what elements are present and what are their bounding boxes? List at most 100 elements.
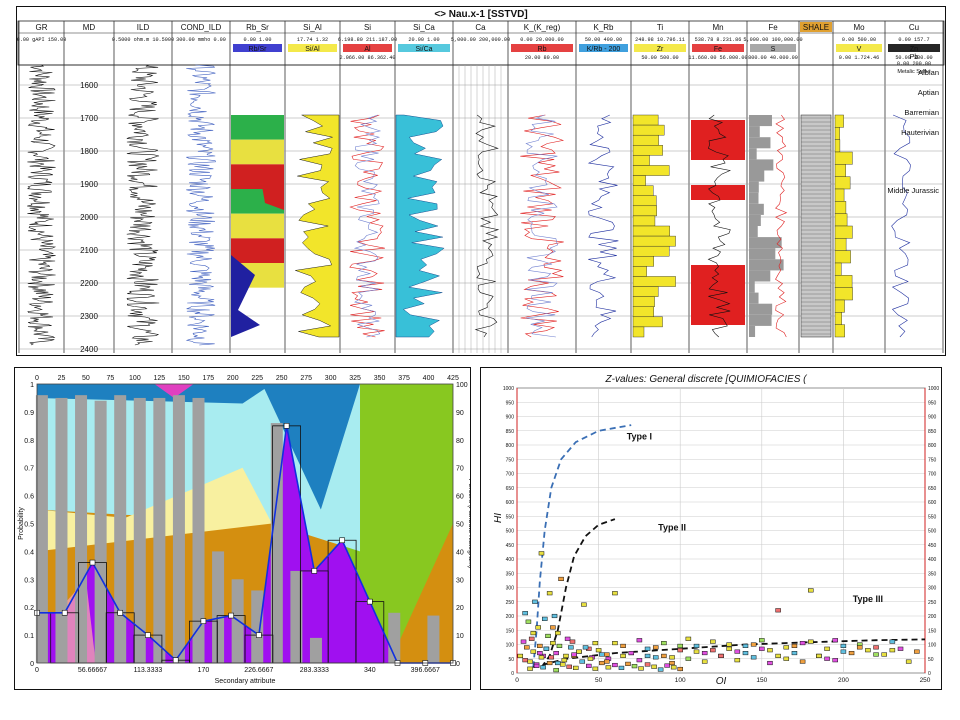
bottom-tick-label: 396.6667 bbox=[411, 667, 440, 674]
right-tick-label: 0 bbox=[456, 661, 460, 668]
scatter-y-tick-label: 200 bbox=[506, 614, 515, 620]
scatter-y2-tick-label: 150 bbox=[928, 628, 937, 634]
scatter-y-tick-label: 400 bbox=[506, 557, 515, 563]
bottom-tick-label: 226.6667 bbox=[244, 667, 273, 674]
scatter-point bbox=[620, 653, 626, 658]
mo-fill bbox=[834, 324, 845, 338]
scatter-y-tick-label: 100 bbox=[506, 643, 515, 649]
scatter-y-tick-label: 550 bbox=[506, 514, 515, 520]
fe-s-fill bbox=[749, 237, 782, 249]
top-tick-label: 25 bbox=[58, 375, 66, 382]
scatter-point bbox=[527, 666, 533, 671]
fe-s-fill bbox=[749, 137, 771, 149]
scatter-ylabel: HI bbox=[493, 513, 504, 523]
scatter-point bbox=[620, 643, 626, 648]
track-scale-11: 248.98 10.796.11 bbox=[635, 37, 685, 43]
shale-header-fill bbox=[800, 22, 832, 32]
scatter-point bbox=[604, 659, 610, 664]
track-legend-fill-11 bbox=[634, 44, 686, 52]
histogram-bar bbox=[192, 397, 205, 663]
ti-zr-step bbox=[632, 306, 654, 318]
probability-point bbox=[228, 612, 234, 619]
kerogen-type-label-1: Type II bbox=[658, 523, 686, 533]
scatter-point bbox=[537, 651, 543, 656]
s-curve bbox=[774, 114, 788, 338]
track-scale-13: 5,000.00 100,000.00 bbox=[743, 37, 802, 43]
scatter-point bbox=[664, 663, 670, 668]
fe-s-fill bbox=[749, 281, 755, 293]
histogram-bar bbox=[290, 570, 303, 663]
scatter-point bbox=[783, 645, 790, 650]
histogram-bar bbox=[133, 397, 146, 663]
scatter-point bbox=[638, 666, 644, 671]
ti-zr-step bbox=[632, 266, 647, 277]
scatter-point bbox=[865, 648, 871, 653]
si-ca-fill bbox=[395, 114, 445, 338]
scatter-point bbox=[538, 655, 545, 660]
depth-label: 1700 bbox=[80, 114, 98, 123]
bottom-tick-label: 56.66667 bbox=[78, 667, 107, 674]
track-legend-scale-11: 50.00 500.00 bbox=[641, 55, 678, 61]
track-legend-fill-4 bbox=[233, 44, 282, 52]
track-footer-16: Metalic Sulfur bbox=[897, 69, 930, 75]
track-legend-scale-13: 800.00 40.000.00 bbox=[748, 55, 798, 61]
scatter-y2-tick-label: 900 bbox=[928, 415, 937, 421]
scatter-point bbox=[563, 653, 569, 658]
zone-label: Albian bbox=[918, 68, 939, 77]
zone-label: Aptian bbox=[918, 88, 939, 97]
scatter-point bbox=[612, 641, 618, 646]
mn-fe-fill bbox=[691, 185, 745, 200]
top-tick-label: 325 bbox=[349, 375, 361, 382]
track-legend-scale-6: 2.066.00 86.362.40 bbox=[339, 55, 395, 61]
left-tick-label: 0.2 bbox=[24, 605, 34, 612]
scatter-y2-tick-label: 450 bbox=[928, 543, 937, 549]
kerogen-type-label-0: Type I bbox=[627, 431, 652, 441]
mo-fill bbox=[834, 287, 853, 301]
scatter-point bbox=[710, 639, 716, 644]
scatter-point bbox=[685, 656, 692, 661]
track-legend-scale-15: 0.00 1.724.46 bbox=[839, 55, 879, 61]
scatter-title: Z-values: General discrete [QUIMIOFACIES… bbox=[605, 374, 809, 385]
fe-s-fill bbox=[749, 248, 776, 260]
scatter-point bbox=[767, 648, 773, 653]
track-scale-15: 0.00 500.00 bbox=[842, 37, 876, 43]
scatter-point bbox=[734, 658, 741, 663]
scatter-point bbox=[644, 646, 651, 651]
scatter-y2-tick-label: 400 bbox=[928, 557, 937, 563]
scatter-point bbox=[599, 660, 605, 666]
scatter-x-tick-label: 250 bbox=[920, 677, 931, 684]
top-tick-label: 125 bbox=[154, 375, 166, 382]
track-legend-fill-5 bbox=[288, 44, 337, 52]
track-legend2-scale-16: 0.00 200.00 bbox=[897, 61, 931, 67]
scatter-point bbox=[750, 655, 757, 660]
scatter-point bbox=[618, 665, 625, 670]
track-legend-15: V bbox=[857, 46, 862, 53]
scatter-point bbox=[799, 659, 806, 664]
ti-zr-step bbox=[632, 175, 646, 186]
ti-zr-step bbox=[632, 165, 670, 176]
mo-fill bbox=[834, 188, 845, 202]
scatter-point bbox=[524, 645, 530, 650]
ti-zr-step bbox=[632, 185, 654, 196]
scatter-point bbox=[558, 576, 564, 581]
top-tick-label: 300 bbox=[325, 375, 337, 382]
histogram-bar bbox=[94, 400, 107, 663]
scatter-point bbox=[612, 662, 618, 668]
track-scale-9: 0.00 20.000.00 bbox=[520, 37, 564, 43]
ti-zr-step bbox=[632, 245, 670, 257]
well-log-panel: <> Nau.x-1 [SSTVD] GR 0.00 gAPI 150.00 MD I… bbox=[16, 6, 946, 356]
scatter-point bbox=[525, 619, 532, 624]
scatter-point bbox=[546, 660, 553, 666]
scatter-point bbox=[652, 645, 659, 650]
scatter-x-tick-label: 200 bbox=[838, 677, 849, 684]
top-tick-label: 425 bbox=[447, 375, 459, 382]
ti-zr-step bbox=[632, 205, 657, 217]
scatter-y2-tick-label: 0 bbox=[928, 671, 931, 677]
fe-s-fill bbox=[749, 170, 765, 182]
track-scale-2: 0.5000 ohm.m 10.5000 bbox=[112, 37, 174, 43]
probability-point bbox=[311, 568, 318, 574]
track-name-10: K_Rb bbox=[593, 23, 614, 32]
top-tick-label: 200 bbox=[227, 375, 239, 382]
scatter-y2-tick-label: 850 bbox=[928, 429, 937, 435]
top-tick-label: 250 bbox=[276, 375, 288, 382]
